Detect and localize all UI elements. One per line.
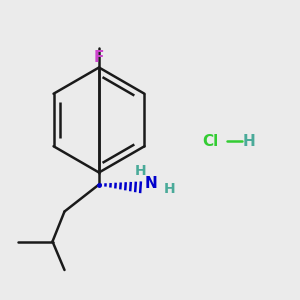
Text: N: N bbox=[145, 176, 158, 190]
Text: F: F bbox=[94, 50, 104, 65]
Text: H: H bbox=[135, 164, 147, 178]
Text: H: H bbox=[243, 134, 255, 148]
Text: Cl: Cl bbox=[202, 134, 218, 148]
Text: H: H bbox=[164, 182, 175, 196]
